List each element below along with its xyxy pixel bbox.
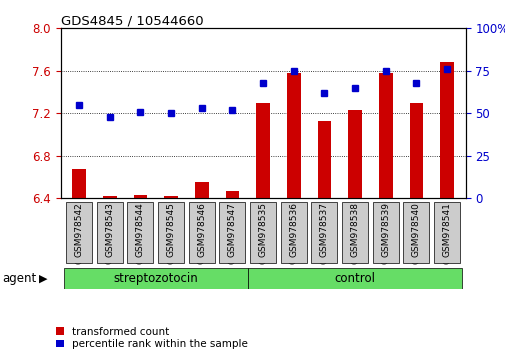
Bar [96,202,123,263]
Bar [341,202,368,263]
Text: agent: agent [3,272,37,285]
Bar [378,73,392,198]
Text: GSM978545: GSM978545 [166,202,175,257]
Bar [219,202,245,263]
Bar [439,62,453,198]
Bar [409,103,423,198]
Bar [247,268,462,289]
Text: GSM978535: GSM978535 [258,202,267,257]
Legend: transformed count, percentile rank within the sample: transformed count, percentile rank withi… [56,327,248,349]
Bar [164,196,178,198]
Bar [158,202,184,263]
Text: control: control [334,272,375,285]
Bar [103,196,117,198]
Bar [188,202,215,263]
Text: ▶: ▶ [39,273,48,283]
Text: GSM978542: GSM978542 [74,202,83,257]
Bar [133,195,147,198]
Bar [347,110,361,198]
Text: GSM978541: GSM978541 [442,202,451,257]
Text: GSM978540: GSM978540 [411,202,420,257]
Bar [311,202,337,263]
Bar [66,202,92,263]
Bar [256,103,270,198]
Bar [72,169,86,198]
Text: GDS4845 / 10544660: GDS4845 / 10544660 [61,14,203,27]
Bar [433,202,459,263]
Bar [127,202,153,263]
Text: GSM978547: GSM978547 [228,202,236,257]
Bar [225,191,239,198]
Text: GSM978538: GSM978538 [350,202,359,257]
Text: GSM978546: GSM978546 [197,202,206,257]
Text: GSM978544: GSM978544 [136,202,144,257]
Bar [194,182,208,198]
Bar [402,202,429,263]
Bar [286,73,300,198]
Text: GSM978537: GSM978537 [319,202,328,257]
Bar [317,121,331,198]
Text: GSM978539: GSM978539 [381,202,389,257]
Bar [64,268,247,289]
Text: GSM978536: GSM978536 [289,202,297,257]
Text: streptozotocin: streptozotocin [113,272,198,285]
Bar [372,202,398,263]
Bar [249,202,276,263]
Text: GSM978543: GSM978543 [105,202,114,257]
Bar [280,202,306,263]
